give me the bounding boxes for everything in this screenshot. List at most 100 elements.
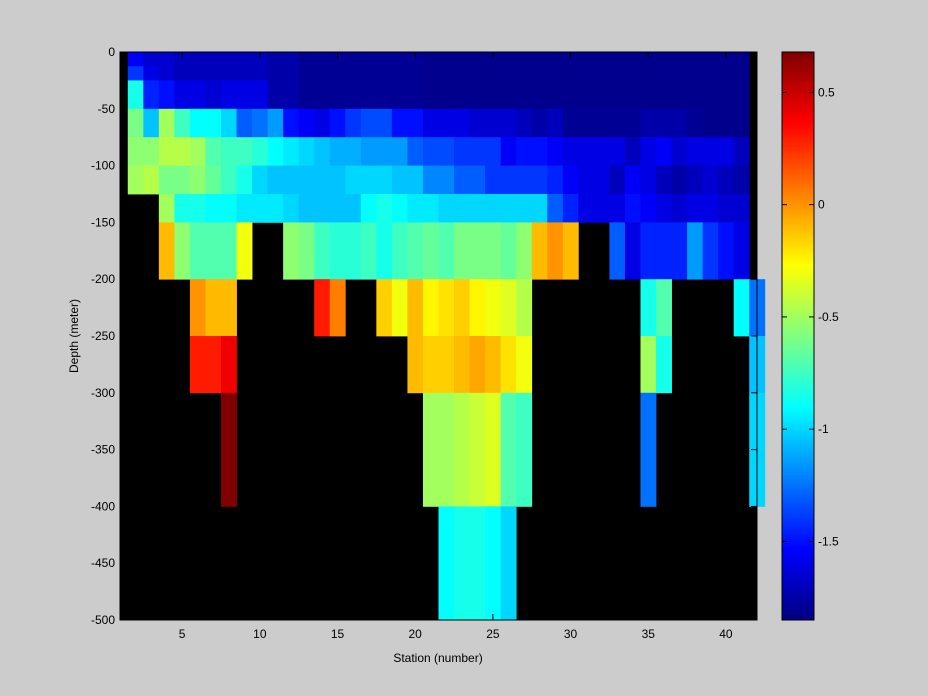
heatmap-cell — [516, 66, 532, 81]
heatmap-cell — [205, 80, 221, 109]
heatmap-cell — [159, 222, 175, 279]
heatmap-cell — [143, 137, 159, 166]
y-tick-label: -50 — [98, 102, 116, 116]
heatmap-cell — [237, 222, 253, 279]
heatmap-cell — [143, 166, 159, 195]
heatmap-cell — [718, 222, 734, 279]
heatmap-cell — [594, 52, 610, 67]
heatmap-cell — [470, 52, 486, 67]
heatmap-cell — [128, 166, 144, 195]
heatmap-cell — [174, 66, 190, 81]
heatmap-cell — [299, 109, 315, 138]
heatmap-cell — [392, 166, 408, 195]
heatmap-cell — [687, 137, 703, 166]
heatmap-cell — [205, 166, 221, 195]
heatmap-cell — [376, 222, 392, 279]
heatmap-cell — [578, 66, 594, 81]
heatmap-cell — [392, 109, 408, 138]
heatmap-cell — [392, 66, 408, 81]
heatmap-cell — [330, 109, 346, 138]
heatmap-cell — [190, 52, 206, 67]
heatmap-cell — [485, 166, 501, 195]
heatmap-cell — [672, 80, 688, 109]
heatmap-cell — [594, 166, 610, 195]
heatmap-cell — [640, 336, 656, 393]
heatmap-cell — [734, 194, 750, 223]
heatmap-cell — [237, 137, 253, 166]
heatmap-cell — [547, 52, 563, 67]
heatmap-cell — [159, 52, 175, 67]
heatmap-cell — [718, 66, 734, 81]
heatmap-cell — [392, 137, 408, 166]
heatmap-cell — [221, 336, 237, 393]
heatmap-cell — [128, 66, 144, 81]
heatmap-cell — [687, 194, 703, 223]
heatmap-cell — [221, 279, 237, 336]
heatmap-cell — [314, 222, 330, 279]
heatmap-cell — [283, 222, 299, 279]
heatmap-cell — [532, 66, 548, 81]
heatmap-cell — [687, 52, 703, 67]
heatmap-cell — [439, 506, 455, 620]
heatmap-cell — [423, 222, 439, 279]
heatmap-cell — [640, 80, 656, 109]
heatmap-cell — [485, 109, 501, 138]
heatmap-cell — [516, 109, 532, 138]
heatmap-cell — [656, 279, 672, 336]
heatmap-cell — [532, 194, 548, 223]
heatmap-cell — [454, 66, 470, 81]
y-tick-label: -300 — [91, 386, 115, 400]
heatmap-cell — [330, 194, 346, 223]
heatmap-cell — [423, 393, 439, 507]
heatmap-cell — [345, 80, 361, 109]
heatmap-cell — [128, 80, 144, 109]
heatmap-cell — [283, 80, 299, 109]
heatmap-cell — [454, 393, 470, 507]
heatmap-cell — [439, 66, 455, 81]
heatmap-cell — [392, 80, 408, 109]
heatmap-cell — [563, 222, 579, 279]
heatmap-cell — [501, 336, 517, 393]
heatmap-cell — [190, 279, 206, 336]
heatmap-cell — [734, 279, 750, 336]
heatmap-cell — [485, 279, 501, 336]
heatmap-cell — [578, 109, 594, 138]
heatmap-cell — [485, 222, 501, 279]
heatmap-cell — [237, 166, 253, 195]
heatmap-cell — [672, 52, 688, 67]
heatmap-cell — [439, 109, 455, 138]
heatmap-cell — [299, 66, 315, 81]
heatmap-cell — [563, 66, 579, 81]
heatmap-cell — [470, 506, 486, 620]
heatmap-cell — [625, 80, 641, 109]
heatmap-cell — [423, 80, 439, 109]
heatmap-cell — [703, 222, 719, 279]
heatmap-cell — [283, 109, 299, 138]
heatmap-cell — [439, 279, 455, 336]
y-tick-label: -100 — [91, 159, 115, 173]
heatmap-cell — [439, 137, 455, 166]
heatmap-cell — [563, 194, 579, 223]
heatmap-cell — [485, 137, 501, 166]
heatmap-cell — [205, 52, 221, 67]
heatmap-cell — [470, 393, 486, 507]
y-tick-label: -500 — [91, 613, 115, 627]
y-tick-label: -400 — [91, 499, 115, 513]
heatmap-cell — [190, 336, 206, 393]
heatmap-cell — [283, 137, 299, 166]
heatmap-cell — [205, 66, 221, 81]
heatmap-cell — [268, 137, 284, 166]
heatmap-cell — [205, 279, 221, 336]
heatmap-cell — [594, 194, 610, 223]
heatmap-cell — [143, 109, 159, 138]
heatmap-cell — [174, 109, 190, 138]
heatmap-cell — [470, 137, 486, 166]
heatmap-cell — [361, 80, 377, 109]
heatmap-cell — [609, 222, 625, 279]
heatmap-cell — [485, 336, 501, 393]
heatmap-cell — [159, 109, 175, 138]
heatmap-cell — [221, 222, 237, 279]
heatmap-cell — [361, 137, 377, 166]
heatmap-cell — [268, 66, 284, 81]
heatmap-cell — [361, 166, 377, 195]
